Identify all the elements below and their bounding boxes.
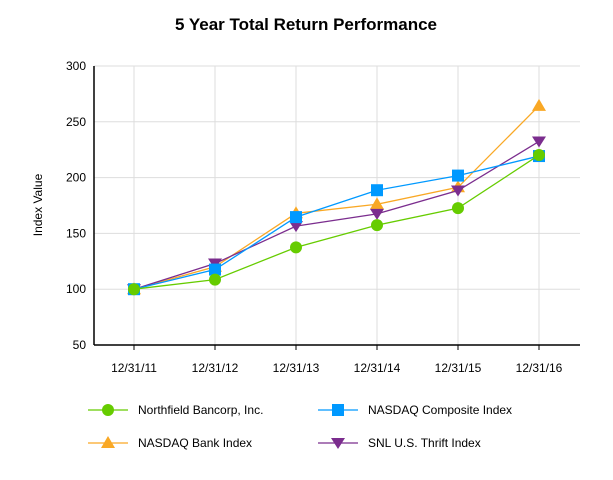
data-point: [371, 184, 383, 197]
series-line: [133, 155, 540, 290]
x-tick-label: 12/31/15: [435, 361, 482, 375]
legend-item: SNL U.S. Thrift Index: [318, 436, 481, 450]
gridlines: [94, 65, 580, 346]
legend-item: Northfield Bancorp, Inc.: [88, 403, 263, 417]
data-point: [532, 98, 546, 111]
series-northfield-bancorp-inc-: [128, 149, 545, 296]
legend-marker: [102, 404, 114, 416]
x-tick-label: 12/31/11: [111, 361, 157, 375]
data-point: [290, 211, 302, 224]
data-point: [370, 197, 384, 210]
tick-labels: 50 100 150 200 250 300 12/31/11 12/31/12 12/31/1…: [66, 59, 563, 375]
y-tick-label: 300: [66, 59, 86, 73]
legend-label: SNL U.S. Thrift Index: [368, 436, 481, 450]
x-tick-label: 12/31/12: [192, 361, 239, 375]
data-point: [370, 208, 384, 220]
legend-label: NASDAQ Bank Index: [138, 436, 252, 450]
y-tick-label: 150: [66, 226, 86, 240]
series-line: [133, 140, 540, 290]
legend-marker: [331, 438, 345, 449]
data-point: [128, 283, 140, 296]
data-point: [289, 221, 303, 233]
data-point: [209, 263, 221, 276]
data-point: [533, 149, 545, 162]
y-axis-label: Index Value: [31, 173, 45, 236]
legend-label: NASDAQ Composite Index: [368, 403, 512, 417]
x-tick-label: 12/31/14: [354, 361, 401, 375]
data-point: [452, 202, 464, 215]
series-group: [127, 98, 546, 296]
series-line: [133, 105, 540, 290]
data-point: [371, 219, 383, 232]
data-point: [451, 185, 465, 197]
legend-marker: [332, 404, 344, 416]
x-tick-label: 12/31/16: [516, 361, 563, 375]
series-line: [133, 154, 540, 290]
chart-title: 5 Year Total Return Performance: [175, 15, 437, 34]
legend-item: NASDAQ Composite Index: [318, 403, 512, 417]
x-tick-label: 12/31/13: [273, 361, 320, 375]
legend-label: Northfield Bancorp, Inc.: [138, 403, 263, 417]
y-tick-label: 200: [66, 171, 86, 185]
data-point: [290, 241, 302, 254]
legend: Northfield Bancorp, Inc. NASDAQ Composite…: [88, 403, 512, 450]
y-tick-label: 250: [66, 115, 86, 129]
y-tick-label: 50: [73, 338, 87, 352]
legend-marker: [101, 436, 115, 448]
data-point: [209, 273, 221, 286]
legend-item: NASDAQ Bank Index: [88, 436, 252, 450]
data-point: [532, 136, 546, 148]
series-nasdaq-bank-index: [127, 98, 546, 295]
axes: [93, 66, 580, 350]
data-point: [452, 169, 464, 182]
y-tick-label: 100: [66, 282, 86, 296]
series-snl-u-s-thrift-index: [127, 136, 546, 296]
